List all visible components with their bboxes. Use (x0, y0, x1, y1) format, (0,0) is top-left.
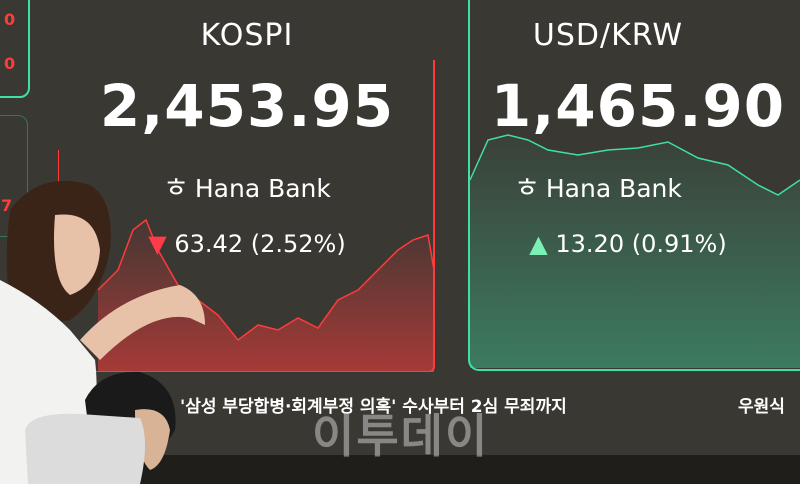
woman-face (54, 214, 100, 295)
usd-krw-bank-logo: ㅎ Hana Bank (468, 166, 728, 206)
bank-name: Hana Bank (545, 174, 682, 203)
left-panel-fragment: 0 0 (0, 0, 30, 98)
kospi-area (98, 220, 434, 372)
kospi-title: KOSPI (200, 18, 294, 53)
kospi-line (97, 218, 435, 342)
chair (25, 413, 145, 484)
hana-logo-icon: ㅎ (514, 171, 540, 204)
kospi-bank-logo: ㅎ Hana Bank (58, 166, 436, 206)
down-triangle-icon: ▼ (148, 230, 167, 258)
up-triangle-icon: ▲ (529, 230, 548, 258)
news-ticker-next: 우원식 (738, 397, 785, 417)
watermark: 이투데이 (312, 409, 490, 463)
kospi-change: ▼ 63.42 (2.52%) (58, 230, 436, 258)
usd-krw-panel: USD/KRW 1,465.90 ㅎ Hana Bank ▲ 13.20 (0.9… (468, 0, 800, 372)
fragment-number: 7 (1, 196, 13, 215)
usd-krw-value: 1,465.90 (490, 72, 786, 140)
bank-name: Hana Bank (194, 174, 331, 203)
news-ticker: '삼성 부당합병·회계부정 의혹' 수사부터 2심 무죄까지 (180, 397, 567, 417)
usd-krw-chart (468, 0, 800, 371)
usd-krw-line (469, 134, 800, 196)
fragment-number: 0 (4, 10, 16, 29)
usd-krw-change-value: 13.20 (0.91%) (555, 230, 727, 258)
usd-krw-frame (468, 0, 800, 371)
kospi-value: 2,453.95 (99, 72, 395, 140)
usd-krw-title: USD/KRW (532, 18, 684, 53)
kospi-panel: KOSPI 2,453.95 ㅎ Hana Bank ▼ 63.42 (2.52%… (58, 0, 436, 372)
hana-logo-icon: ㅎ (163, 171, 189, 204)
woman-arm (80, 285, 205, 360)
usd-krw-area (470, 135, 800, 368)
fragment-number: 0 (4, 54, 16, 73)
kospi-change-value: 63.42 (2.52%) (174, 230, 346, 258)
usd-krw-change: ▲ 13.20 (0.91%) (468, 230, 788, 258)
